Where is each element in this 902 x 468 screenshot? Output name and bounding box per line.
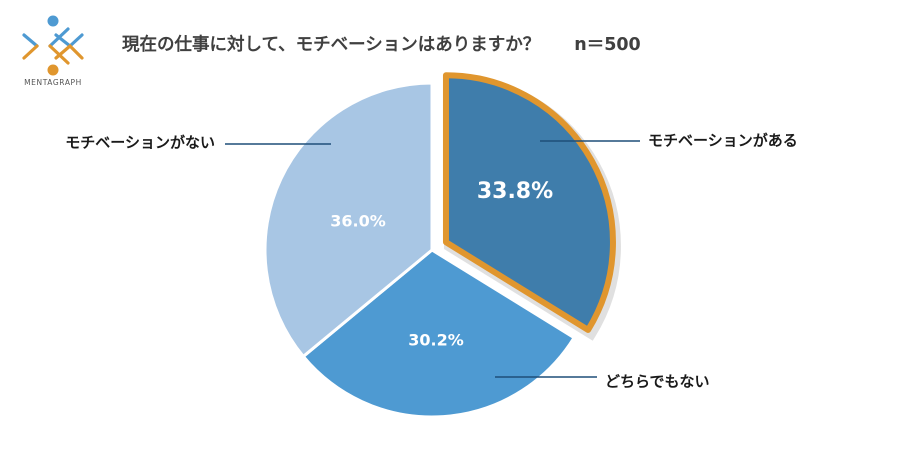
chart-labels: 33.8% モチベーションがある 30.2% どちらでもない 36.0% モチベーションが…	[65, 132, 797, 391]
callout-lines	[225, 140, 640, 378]
chart-title: 現在の仕事に対して、モチベーションはありますか？	[122, 34, 541, 55]
pie-slices	[263, 72, 621, 419]
logo-text: MENTAGRAPH	[24, 78, 82, 87]
category-label: どちらでもない	[605, 373, 710, 391]
pie-slice	[442, 72, 616, 333]
sample-size: n＝500	[574, 34, 641, 55]
pie-slice	[301, 248, 576, 419]
category-label: モチベーションがない	[65, 134, 215, 152]
data-label: 33.8%	[477, 179, 553, 204]
data-label: 30.2%	[408, 331, 464, 350]
data-label: 36.0%	[330, 212, 386, 231]
chart-header: 現在の仕事に対して、モチベーションはありますか？ n＝500	[122, 30, 641, 56]
mentagraph-logo	[22, 15, 84, 76]
pie-slice	[263, 81, 434, 358]
category-label: モチベーションがある	[648, 132, 798, 150]
